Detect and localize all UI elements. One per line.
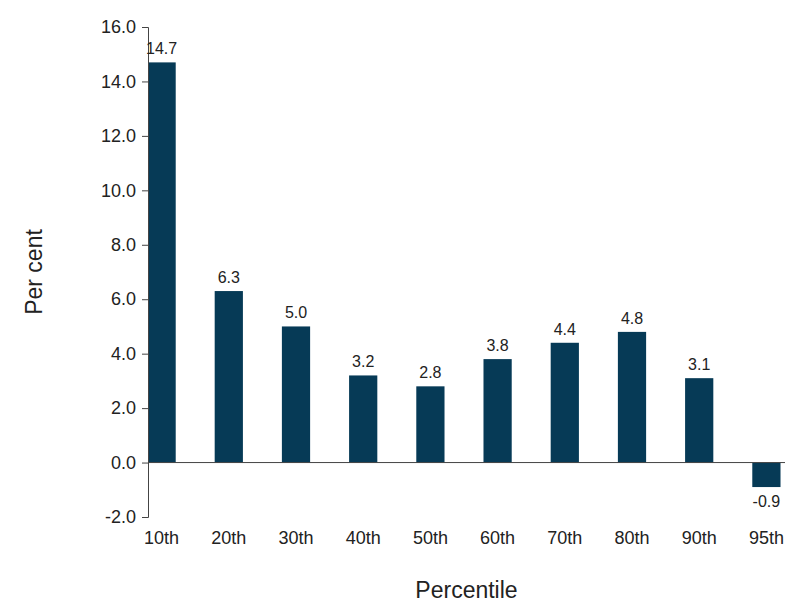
x-tick: 40th xyxy=(346,528,381,548)
data-labels: 14.7 6.3 5.0 3.2 2.8 3.8 4.4 4.8 3.1 -0.9 xyxy=(146,40,780,510)
y-tick: 12.0 xyxy=(101,126,148,146)
y-tick-mark xyxy=(142,408,148,409)
y-tick: 0.0 xyxy=(111,453,148,473)
y-tick-label: 14.0 xyxy=(101,72,136,92)
data-label: 3.2 xyxy=(352,353,374,370)
x-tick: 20th xyxy=(211,528,246,548)
y-axis-line xyxy=(142,28,149,518)
bar xyxy=(349,375,377,462)
y-tick-label: 6.0 xyxy=(111,289,136,309)
y-tick: 6.0 xyxy=(111,289,148,309)
x-tick-label: 90th xyxy=(682,528,717,548)
x-tick-label: 80th xyxy=(614,528,649,548)
x-tick: 30th xyxy=(278,528,313,548)
x-tick-label: 70th xyxy=(547,528,582,548)
y-tick-label: 4.0 xyxy=(111,344,136,364)
bar xyxy=(148,62,176,462)
y-tick: -2.0 xyxy=(105,507,148,527)
x-tick-label: 20th xyxy=(211,528,246,548)
x-tick-label: 40th xyxy=(346,528,381,548)
data-label: -0.9 xyxy=(753,493,781,510)
y-tick-mark xyxy=(142,81,148,82)
x-tick: 80th xyxy=(614,528,649,548)
y-tick-label: 16.0 xyxy=(101,17,136,37)
y-tick-label: -2.0 xyxy=(105,507,136,527)
x-axis: 10th 20th 30th 40th 50th 60th 70th 80th 90th 95th xyxy=(144,528,784,548)
y-tick: 10.0 xyxy=(101,181,148,201)
x-axis-title: Percentile xyxy=(415,577,517,603)
data-label: 2.8 xyxy=(419,364,441,381)
bar xyxy=(752,463,780,488)
y-tick-mark xyxy=(142,136,148,137)
bar xyxy=(416,386,444,462)
x-tick: 50th xyxy=(413,528,448,548)
y-tick: 16.0 xyxy=(101,17,148,37)
x-tick-label: 30th xyxy=(278,528,313,548)
y-axis-title: Per cent xyxy=(21,229,47,315)
y-axis: -2.0 0.0 2.0 4.0 6.0 8.0 10.0 12.0 14.0 16.0 xyxy=(101,17,149,527)
y-tick-mark xyxy=(142,299,148,300)
y-tick: 14.0 xyxy=(101,72,148,92)
x-tick-label: 50th xyxy=(413,528,448,548)
x-tick: 10th xyxy=(144,528,179,548)
y-tick-label: 0.0 xyxy=(111,453,136,473)
y-tick-label: 12.0 xyxy=(101,126,136,146)
chart: -2.0 0.0 2.0 4.0 6.0 8.0 10.0 12.0 14.0 16.0 10th 2… xyxy=(0,0,800,616)
data-label: 6.3 xyxy=(218,269,240,286)
data-label: 14.7 xyxy=(146,40,177,57)
y-tick-label: 2.0 xyxy=(111,398,136,418)
y-tick: 8.0 xyxy=(111,235,148,255)
y-tick-mark xyxy=(142,190,148,191)
bar xyxy=(282,326,310,462)
data-label: 4.4 xyxy=(554,321,576,338)
y-tick: 2.0 xyxy=(111,398,148,418)
bar xyxy=(685,378,713,462)
x-tick-label: 10th xyxy=(144,528,179,548)
x-tick: 90th xyxy=(682,528,717,548)
y-tick-mark xyxy=(142,27,148,28)
y-tick-mark xyxy=(142,463,148,464)
data-label: 5.0 xyxy=(285,304,307,321)
y-tick-mark xyxy=(142,245,148,246)
x-tick-label: 60th xyxy=(480,528,515,548)
bar xyxy=(618,332,646,463)
x-tick: 95th xyxy=(749,528,784,548)
y-tick: 4.0 xyxy=(111,344,148,364)
y-tick-mark xyxy=(142,517,148,518)
bars xyxy=(148,62,781,487)
data-label: 4.8 xyxy=(621,310,643,327)
data-label: 3.8 xyxy=(486,337,508,354)
y-tick-mark xyxy=(142,354,148,355)
zero-line xyxy=(148,462,785,463)
y-tick-label: 10.0 xyxy=(101,181,136,201)
bar xyxy=(215,291,243,463)
x-tick: 70th xyxy=(547,528,582,548)
x-tick: 60th xyxy=(480,528,515,548)
data-label: 3.1 xyxy=(688,356,710,373)
bar xyxy=(483,359,511,462)
y-tick-label: 8.0 xyxy=(111,235,136,255)
bar xyxy=(551,343,579,463)
x-tick-label: 95th xyxy=(749,528,784,548)
